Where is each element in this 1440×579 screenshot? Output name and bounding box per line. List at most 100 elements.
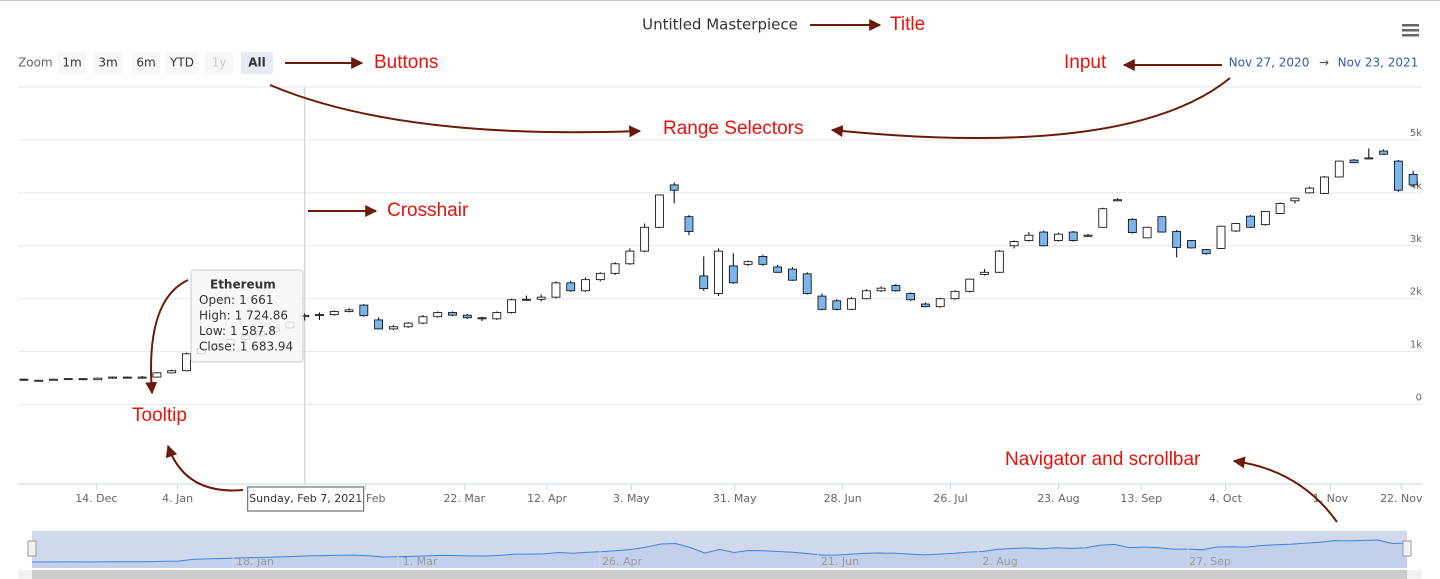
- candle-body: [19, 378, 29, 381]
- candle-body: [1364, 157, 1374, 160]
- candle-body: [1039, 231, 1049, 247]
- candle-body: [921, 303, 930, 308]
- candle-body: [1024, 234, 1034, 241]
- candle-body: [1098, 208, 1108, 228]
- zoom-button-label[interactable]: All: [248, 56, 266, 70]
- scrollbar-thumb[interactable]: [32, 570, 1407, 579]
- zoom-button-label[interactable]: 3m: [98, 56, 117, 70]
- tooltip-row: Open: 1 661: [199, 293, 273, 307]
- annotations: [145, 19, 1338, 523]
- candle-body: [994, 250, 1004, 273]
- candle-body: [950, 290, 960, 300]
- candle-body: [625, 250, 635, 265]
- candle-body: [802, 273, 812, 294]
- y-tick-label: 3k: [1410, 234, 1422, 245]
- candle-body: [108, 376, 117, 379]
- crosshair-label-box: [247, 486, 365, 512]
- candle-body: [359, 304, 369, 317]
- candle-body: [1172, 231, 1182, 248]
- candle-body: [566, 282, 576, 292]
- candle-body: [1231, 223, 1241, 232]
- x-tick-label: 1. Nov: [1313, 492, 1349, 505]
- candle-body: [1408, 173, 1418, 186]
- candle-body: [34, 379, 44, 382]
- x-tick-label: 22. Nov: [1380, 492, 1423, 505]
- input-to[interactable]: Nov 23, 2021: [1338, 56, 1419, 70]
- candle-body: [1216, 225, 1226, 249]
- zoom-button-label[interactable]: 1m: [62, 56, 81, 70]
- candle-body: [1260, 210, 1270, 226]
- candle-body: [847, 298, 856, 310]
- y-tick-label: 5k: [1410, 128, 1422, 139]
- navigator-handle[interactable]: [1402, 540, 1412, 557]
- candle-body: [1379, 150, 1388, 155]
- tooltip-row: High: 1 724.86: [199, 308, 288, 322]
- candle-body: [891, 285, 901, 292]
- zoom-label: Zoom: [18, 56, 53, 70]
- candle-body: [1349, 159, 1359, 164]
- candle-body: [492, 312, 502, 320]
- candle-body: [1142, 226, 1152, 239]
- candle-body: [448, 312, 457, 316]
- candle-body: [699, 275, 709, 290]
- candle-body: [1157, 216, 1167, 233]
- candle-body: [93, 377, 103, 381]
- tooltip-field: Open:: [199, 293, 235, 307]
- navigator-handle[interactable]: [27, 540, 37, 557]
- annotation: Input: [1064, 52, 1107, 73]
- arrow: [145, 279, 189, 395]
- candle-body: [521, 298, 531, 301]
- chart-title: Untitled Masterpiece: [642, 16, 798, 34]
- zoom-button[interactable]: [94, 52, 122, 74]
- annotation: Crosshair: [387, 200, 469, 221]
- zoom-button[interactable]: [132, 52, 160, 74]
- zoom-button[interactable]: [58, 52, 86, 74]
- x-tick-label: 14. Dec: [75, 492, 117, 505]
- candle-body: [832, 300, 842, 310]
- candle-body: [462, 314, 472, 319]
- candle-body: [861, 290, 871, 300]
- candle-body: [49, 378, 58, 381]
- zoom-button[interactable]: [205, 52, 233, 74]
- candle-body: [581, 279, 590, 292]
- candle-body: [1083, 234, 1093, 237]
- candle-body: [595, 272, 605, 281]
- candle-body: [1334, 160, 1344, 178]
- tooltip-value: 1 724.86: [235, 308, 288, 322]
- candle-body: [315, 314, 324, 317]
- y-tick-label: 2k: [1410, 287, 1422, 298]
- candle-body: [167, 370, 177, 374]
- candle-body: [758, 255, 768, 265]
- zoom-button[interactable]: [166, 52, 198, 74]
- candle-body: [536, 296, 546, 300]
- candle-body: [655, 194, 664, 228]
- candle-body: [1113, 199, 1122, 202]
- navigator-area: [32, 540, 1407, 568]
- navigator-label: 21. Jun: [821, 555, 859, 568]
- menu-icon[interactable]: [1402, 24, 1419, 37]
- candle-body: [122, 376, 132, 379]
- candle-body: [980, 271, 989, 275]
- crosshair-label: Sunday, Feb 7, 2021: [249, 492, 362, 505]
- candle-body: [876, 287, 886, 292]
- candle-body: [1127, 218, 1137, 233]
- candle-body: [728, 265, 738, 284]
- navigator-line: [31, 539, 1408, 563]
- navigator-label: 1. Mar: [403, 555, 438, 568]
- candle-body: [1393, 160, 1403, 191]
- candle-body: [1201, 249, 1211, 255]
- x-tick-label: 31. May: [713, 492, 757, 505]
- candle-body: [669, 184, 679, 191]
- zoom-button[interactable]: [241, 52, 273, 74]
- tooltip-value: 1 661: [239, 293, 273, 307]
- candle-body: [1320, 176, 1329, 194]
- zoom-button-label[interactable]: 6m: [136, 56, 155, 70]
- candle-body: [1009, 241, 1019, 247]
- tooltip-field: High:: [199, 308, 231, 322]
- range-input: Nov 27, 2020 → Nov 23, 2021: [1229, 56, 1419, 70]
- input-from[interactable]: Nov 27, 2020: [1229, 56, 1310, 70]
- zoom-button-label[interactable]: 1y: [212, 56, 227, 70]
- candle-body: [551, 282, 561, 298]
- zoom-button-label[interactable]: YTD: [169, 56, 194, 70]
- x-tick-label: 26. Jul: [933, 492, 967, 505]
